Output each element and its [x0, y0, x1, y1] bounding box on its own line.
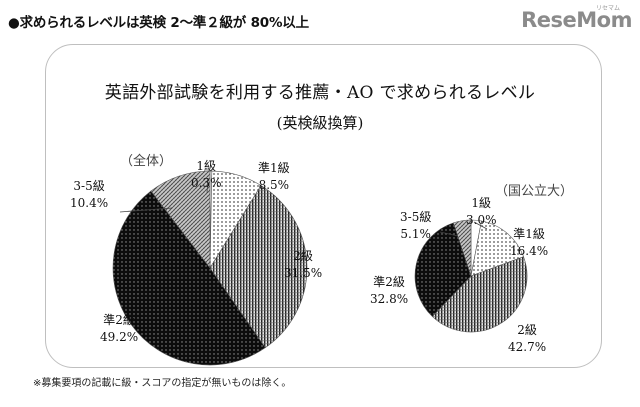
national-label-3-5kyu: 3-5級 5.1%	[400, 210, 432, 241]
national-label-1kyu: 1級 3.0%	[466, 196, 497, 227]
national-slice-2kyu	[431, 256, 528, 333]
overall-label-1kyu: 1級 0.3%	[191, 159, 222, 190]
page-heading: ●求められるレベルは英検 2〜準２級が 80%以上	[8, 15, 309, 31]
leader-overall-3-5kyu	[119, 207, 173, 213]
national-label-jun1kyu: 準1級 16.4%	[510, 227, 549, 258]
overall-label-jun1kyu: 準1級 8.5%	[258, 161, 290, 192]
chart-subtitle: (英検級換算)	[276, 114, 364, 132]
footnote: ※募集要項の記載に級・スコアの指定が無いものは除く。	[33, 378, 292, 389]
overall-label-2kyu: 2級 31.5%	[284, 249, 323, 280]
national-slice-jun1kyu	[470, 220, 524, 277]
leader-overall-1kyu	[206, 177, 209, 194]
overall-slice-jun2kyu	[112, 190, 266, 366]
resemom-logo-sub: リセマム	[595, 5, 620, 12]
overall-slice-3-5kyu	[150, 170, 211, 269]
chart-title: 英語外部試験を利用する推薦・AO で求められるレベル	[104, 83, 536, 103]
overall-slice-2kyu	[209, 185, 308, 349]
overall-chart-label: （全体）	[120, 154, 173, 169]
leader-national-3-5kyu	[439, 231, 459, 237]
overall-label-3-5kyu: 3-5級 10.4%	[70, 179, 109, 210]
national-label-jun2kyu: 準2級 32.8%	[370, 275, 409, 306]
national-slice-jun2kyu	[414, 222, 472, 318]
overall-pie	[112, 170, 308, 366]
leader-national-1kyu	[473, 221, 488, 230]
national-pie	[414, 219, 528, 333]
national-chart-label: （国公立大）	[495, 184, 574, 199]
leader-lines	[119, 177, 488, 237]
national-label-2kyu: 2級 42.7%	[508, 323, 547, 354]
resemom-logo: ReseMom	[521, 8, 632, 32]
national-slice-3-5kyu	[452, 219, 472, 277]
overall-label-jun2kyu: 準2級 49.2%	[100, 313, 139, 344]
